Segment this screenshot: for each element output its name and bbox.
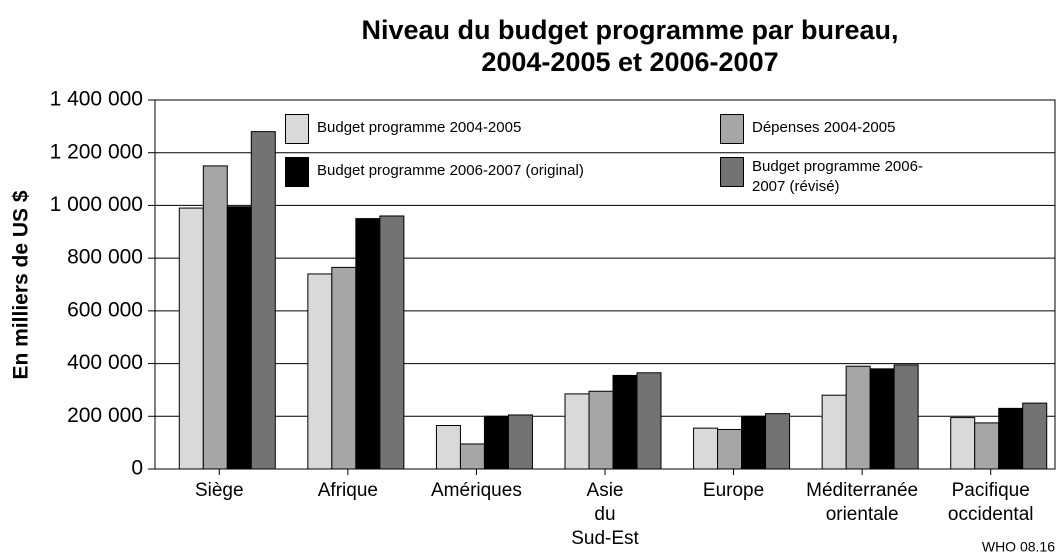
x-tick-label: Afrique <box>318 480 378 501</box>
y-tick-label: 200 000 <box>67 404 143 427</box>
x-tick-label: Asie <box>587 480 624 501</box>
legend-item: Budget programme 2006-2007 (révisé) <box>720 157 947 197</box>
y-tick-label: 800 000 <box>67 246 143 269</box>
bar <box>307 273 333 470</box>
bar <box>741 415 767 470</box>
legend-swatch <box>285 114 309 144</box>
bar <box>693 427 719 470</box>
y-tick-label: 0 <box>131 457 143 480</box>
legend-label: Dépenses 2004-2005 <box>752 119 896 136</box>
legend-label: Budget programme 2004-2005 <box>317 119 522 136</box>
bar <box>588 390 614 470</box>
bar <box>355 218 381 470</box>
bar <box>765 413 791 470</box>
legend-swatch <box>285 157 309 187</box>
bar <box>950 417 976 470</box>
bar <box>459 443 485 470</box>
legend-item: Budget programme 2004-2005 <box>285 114 647 144</box>
x-tick-label: Sud-Est <box>571 528 639 549</box>
legend-item: Budget programme 2006-2007 (original) <box>285 157 647 187</box>
y-tick-label: 1 200 000 <box>50 140 143 163</box>
bar <box>564 393 590 470</box>
y-tick-label: 400 000 <box>67 351 143 374</box>
bar <box>869 368 895 470</box>
x-tick-label: Amériques <box>431 480 522 501</box>
bar <box>178 207 204 470</box>
bar <box>717 428 743 470</box>
chart-title: Niveau du budget programme par bureau, <box>361 15 898 45</box>
bar <box>974 422 1000 470</box>
y-tick-label: 1 000 000 <box>50 193 143 216</box>
y-tick-label: 1 400 000 <box>50 88 143 111</box>
bar <box>998 407 1024 470</box>
chart-title: 2004-2005 et 2006-2007 <box>481 47 778 77</box>
bar <box>331 266 357 470</box>
bar <box>507 414 533 470</box>
x-tick-label: Méditerranée <box>806 480 918 501</box>
bar <box>636 372 662 470</box>
bar <box>893 364 919 470</box>
y-tick-label: 600 000 <box>67 298 143 321</box>
footnote: WHO 08.16 <box>982 539 1055 555</box>
legend-label: Budget programme 2006-2007 (révisé) <box>752 158 923 195</box>
x-tick-label: Pacifique <box>952 480 1030 501</box>
bar <box>226 206 252 470</box>
bar <box>483 415 509 470</box>
bar <box>202 165 228 470</box>
legend-swatch <box>720 114 744 144</box>
bar <box>612 374 638 470</box>
bar <box>250 131 276 470</box>
x-tick-label: Europe <box>703 480 764 501</box>
bar <box>379 215 405 470</box>
x-tick-label: du <box>594 504 615 525</box>
bar <box>435 425 461 470</box>
bar <box>845 365 871 470</box>
bar <box>1022 402 1048 470</box>
x-tick-label: Siège <box>195 480 244 501</box>
legend-label: Budget programme 2006-2007 (original) <box>317 162 584 179</box>
bar <box>821 394 847 470</box>
y-axis-label: En milliers de US $ <box>10 190 33 379</box>
legend-item: Dépenses 2004-2005 <box>720 114 1062 144</box>
x-tick-label: occidental <box>948 504 1034 525</box>
legend-swatch <box>720 157 744 187</box>
x-tick-label: orientale <box>826 504 899 525</box>
